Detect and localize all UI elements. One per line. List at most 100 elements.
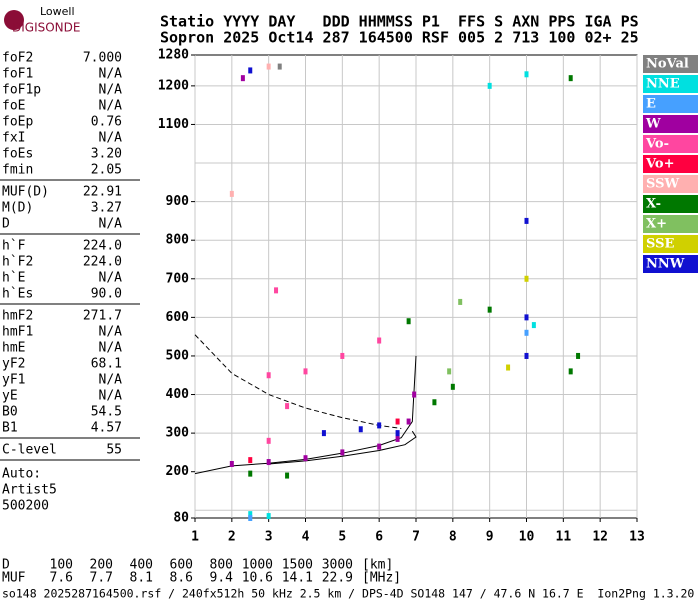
echo (303, 368, 308, 375)
param-name: foE (2, 99, 25, 114)
legend-swatch (643, 135, 698, 153)
x-tick-label: 5 (338, 530, 346, 545)
param-name: h`E (2, 271, 25, 286)
param-name: hmF1 (2, 325, 33, 340)
y-tick-label: 200 (166, 464, 190, 479)
legend-swatch (643, 155, 698, 173)
y-tick-label: 700 (166, 271, 190, 286)
param-value: N/A (99, 373, 123, 388)
param-name: C-level (2, 443, 57, 458)
y-tick-label: 400 (166, 387, 190, 402)
param-name: h`F (2, 239, 26, 254)
echo (524, 275, 529, 282)
echo (340, 449, 345, 456)
echo (303, 455, 308, 462)
param-value: 90.0 (91, 287, 122, 302)
param-value: N/A (99, 325, 123, 340)
param-name: foF2 (2, 51, 33, 66)
echo (229, 190, 234, 197)
x-tick-label: 4 (302, 530, 310, 545)
muf-cell: 100 (50, 558, 73, 573)
echo (266, 372, 271, 379)
param-name: M(D) (2, 201, 33, 216)
echo (506, 364, 511, 371)
legend-label: X- (646, 197, 661, 212)
muf-cell: 7.7 (90, 571, 113, 586)
muf-cell: 14.1 (282, 571, 313, 586)
legend-label: SSE (646, 237, 674, 252)
param-value: N/A (99, 217, 123, 232)
param-value: 22.91 (83, 185, 122, 200)
param-value: 7.000 (83, 51, 122, 66)
echo (285, 403, 290, 410)
x-tick-label: 3 (265, 530, 273, 545)
legend-swatch (643, 195, 698, 213)
y-tick-label: 1280 (158, 48, 189, 63)
x-tick-label: 9 (486, 530, 494, 545)
legend-label: NoVal (646, 57, 689, 72)
y-tick-label: 800 (166, 233, 190, 248)
x-tick-label: 7 (412, 530, 420, 545)
echo (377, 443, 382, 450)
muf-cell: 8.6 (170, 571, 193, 586)
muf-cell: 22.9 (322, 571, 353, 586)
param-name: fmin (2, 163, 33, 178)
param-value: 224.0 (83, 239, 122, 254)
echo (531, 322, 536, 329)
y-tick-label: 80 (173, 511, 189, 526)
header-line: Sopron 2025 Oct14 287 164500 RSF 005 2 7… (160, 29, 639, 47)
x-tick-label: 12 (592, 530, 608, 545)
muf-row-label: D (2, 558, 10, 573)
muf-cell: 1500 (282, 558, 313, 573)
echo (576, 352, 581, 359)
echo (248, 515, 253, 521)
param-value: 271.7 (83, 309, 122, 324)
muf-cell: 10.6 (242, 571, 273, 586)
y-tick-label: 1200 (158, 78, 189, 93)
param-name: fxI (2, 131, 25, 146)
legend-label: NNE (646, 77, 680, 92)
param-name: foF1p (2, 83, 41, 98)
param-name: foF1 (2, 67, 33, 82)
param-value: 3.27 (91, 201, 122, 216)
param-name: hmF2 (2, 309, 33, 324)
x-tick-label: 11 (556, 530, 572, 545)
x-tick-label: 1 (191, 530, 199, 545)
param-value: 3.20 (91, 147, 122, 162)
echo (248, 457, 253, 464)
echo (487, 82, 492, 89)
legend-swatch (643, 95, 698, 113)
echo (406, 418, 411, 425)
param-value: N/A (99, 131, 123, 146)
header-line: Statio YYYY DAY DDD HHMMSS P1 FFS S AXN … (160, 13, 639, 31)
x-tick-label: 13 (629, 530, 645, 545)
param-value: 0.76 (91, 115, 122, 130)
echo (524, 71, 529, 78)
legend-label: SSW (646, 177, 679, 192)
param-name: B0 (2, 405, 18, 420)
legend-label: NNW (646, 257, 685, 272)
legend-label: Vo+ (645, 157, 674, 172)
logo-top: Lowell (40, 5, 75, 18)
x-tick-label: 8 (449, 530, 457, 545)
param-name: hmE (2, 341, 25, 356)
legend-label: X+ (646, 217, 667, 232)
echo (432, 399, 437, 406)
param-value: 54.5 (91, 405, 122, 420)
echo (266, 459, 271, 466)
echo (487, 306, 492, 313)
muf-unit: [MHz] (362, 571, 401, 586)
logo-mark (4, 10, 24, 30)
echo (229, 460, 234, 467)
param-name: yF2 (2, 357, 25, 372)
echo (568, 75, 573, 82)
param-name: yF1 (2, 373, 25, 388)
y-tick-label: 500 (166, 348, 190, 363)
muf-cell: 1000 (242, 558, 273, 573)
param-value: N/A (99, 341, 123, 356)
echo (377, 422, 382, 429)
legend-swatch (643, 255, 698, 273)
muf-cell: 400 (130, 558, 153, 573)
y-tick-label: 300 (166, 426, 190, 441)
